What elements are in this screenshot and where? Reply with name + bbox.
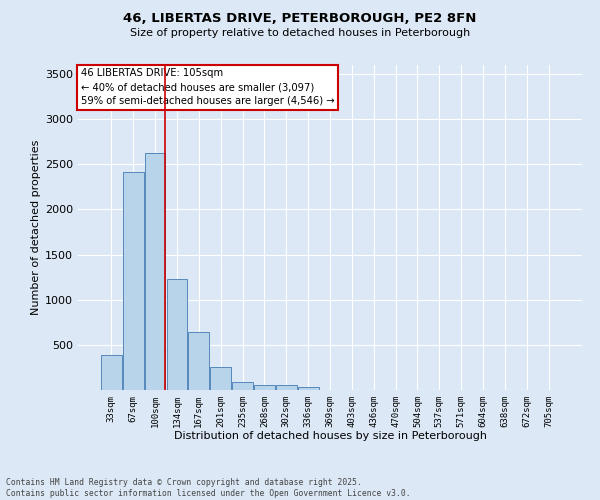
Bar xyxy=(145,154,166,390)
Bar xyxy=(232,382,253,390)
Bar xyxy=(254,384,275,390)
Text: 46, LIBERTAS DRIVE, PETERBOROUGH, PE2 8FN: 46, LIBERTAS DRIVE, PETERBOROUGH, PE2 8F… xyxy=(124,12,476,26)
Text: 46 LIBERTAS DRIVE: 105sqm
← 40% of detached houses are smaller (3,097)
59% of se: 46 LIBERTAS DRIVE: 105sqm ← 40% of detac… xyxy=(80,68,334,106)
Bar xyxy=(298,387,319,390)
Text: Contains HM Land Registry data © Crown copyright and database right 2025.
Contai: Contains HM Land Registry data © Crown c… xyxy=(6,478,410,498)
Bar xyxy=(276,385,296,390)
Bar xyxy=(188,332,209,390)
Text: Size of property relative to detached houses in Peterborough: Size of property relative to detached ho… xyxy=(130,28,470,38)
Bar xyxy=(101,355,122,390)
Bar xyxy=(123,172,143,390)
X-axis label: Distribution of detached houses by size in Peterborough: Distribution of detached houses by size … xyxy=(173,432,487,442)
Y-axis label: Number of detached properties: Number of detached properties xyxy=(31,140,41,315)
Bar xyxy=(167,279,187,390)
Bar xyxy=(210,366,231,390)
